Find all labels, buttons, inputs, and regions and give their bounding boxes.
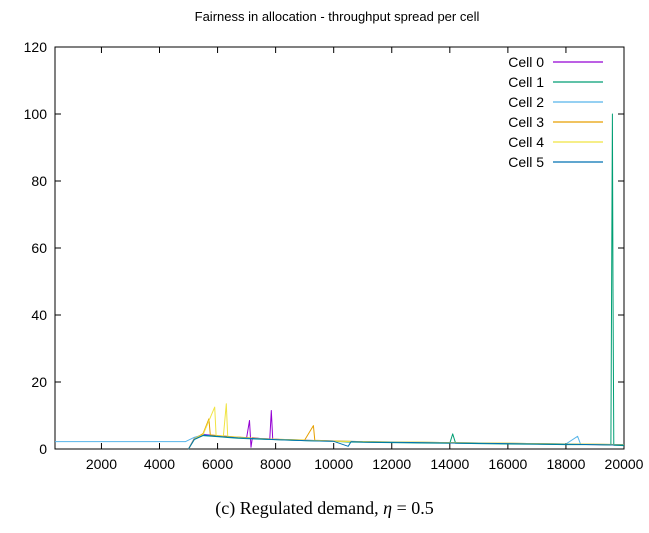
series-line-cell-5 [188,434,625,450]
x-axis: 2000 4000 6000 8000 10000 12000 14000 16000 1800… [86,47,644,472]
y-tick-label: 100 [24,106,48,122]
y-tick-label: 0 [39,441,47,457]
y-tick-label: 60 [31,240,47,256]
figure-caption: (c) Regulated demand, η = 0.5 [0,498,649,519]
legend-label-cell-2: Cell 2 [508,94,544,110]
x-tick-label: 4000 [144,456,175,472]
caption-suffix: = 0.5 [392,498,434,518]
legend-label-cell-3: Cell 3 [508,114,544,130]
x-tick-label: 12000 [372,456,411,472]
x-tick-label: 14000 [430,456,469,472]
x-tick-label: 16000 [488,456,527,472]
y-axis: 0 20 40 60 80 100 120 [24,39,624,457]
x-tick-label: 8000 [260,456,291,472]
legend-label-cell-4: Cell 4 [508,134,544,150]
x-tick-label: 6000 [202,456,233,472]
x-tick-label: 20000 [605,456,644,472]
caption-eta-symbol: η [383,498,393,518]
y-tick-label: 80 [31,173,47,189]
x-tick-label: 2000 [86,456,117,472]
legend-label-cell-1: Cell 1 [508,74,544,90]
x-tick-label: 10000 [314,456,353,472]
x-tick-label: 18000 [546,456,585,472]
legend-label-cell-0: Cell 0 [508,54,544,70]
legend-label-cell-5: Cell 5 [508,154,544,170]
y-tick-label: 40 [31,307,47,323]
series-line-cell-1 [188,113,625,450]
caption-prefix: (c) Regulated demand, [215,498,384,518]
y-tick-label: 20 [31,374,47,390]
y-tick-label: 120 [24,39,48,55]
series-group [55,113,625,450]
legend: Cell 0 Cell 1 Cell 2 Cell 3 Cell 4 Cell 5 [508,54,603,170]
chart-title: Fairness in allocation - throughput spre… [195,9,480,24]
